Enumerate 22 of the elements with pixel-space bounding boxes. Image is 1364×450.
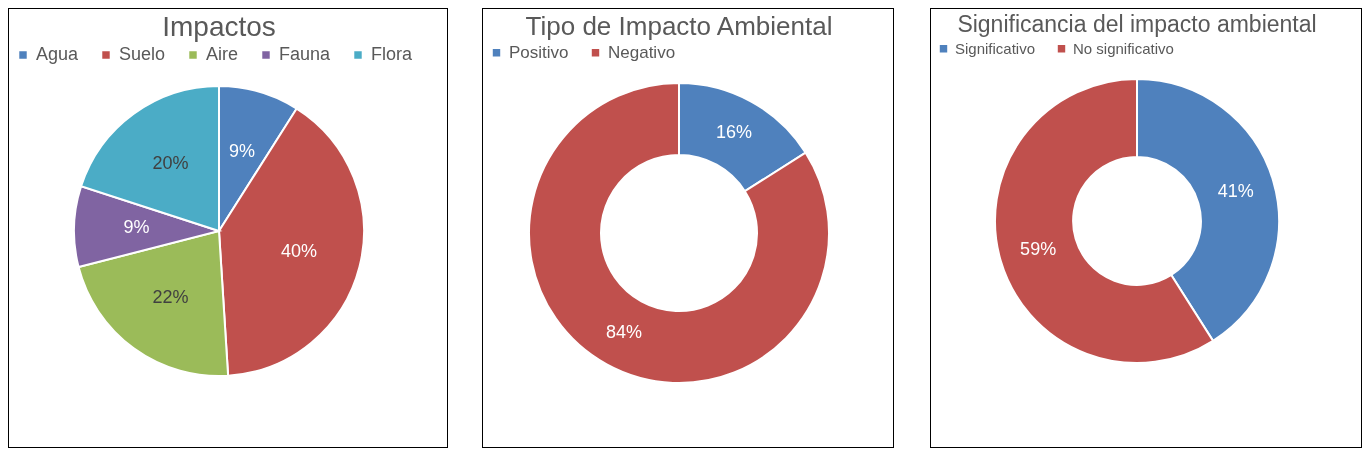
data-label: 59%	[1020, 238, 1057, 259]
data-label: 20%	[152, 153, 189, 174]
chart-title: Significancia del impacto ambiental	[957, 11, 1317, 37]
legend-label: Aire	[206, 44, 239, 64]
data-label: 16%	[715, 122, 752, 143]
chart-title: Tipo de Impacto Ambiental	[525, 11, 833, 41]
data-label: 40%	[280, 240, 317, 261]
data-label: 22%	[152, 286, 189, 307]
legend-label: Suelo	[119, 44, 166, 64]
legend-label: Negativo	[608, 42, 676, 62]
legend-label: No significativo	[1073, 39, 1174, 57]
legend-label: Significativo	[955, 39, 1036, 57]
data-label: 9%	[123, 217, 150, 238]
legend-label: Agua	[36, 44, 80, 64]
donut-slice	[528, 82, 830, 384]
legend-label: Flora	[371, 44, 413, 64]
data-label: 41%	[1217, 181, 1254, 202]
chart-title: Impactos	[162, 11, 276, 42]
legend-label: Positivo	[509, 42, 569, 62]
data-label: 84%	[606, 321, 643, 342]
data-label: 9%	[229, 140, 256, 161]
legend-label: Fauna	[279, 44, 332, 64]
